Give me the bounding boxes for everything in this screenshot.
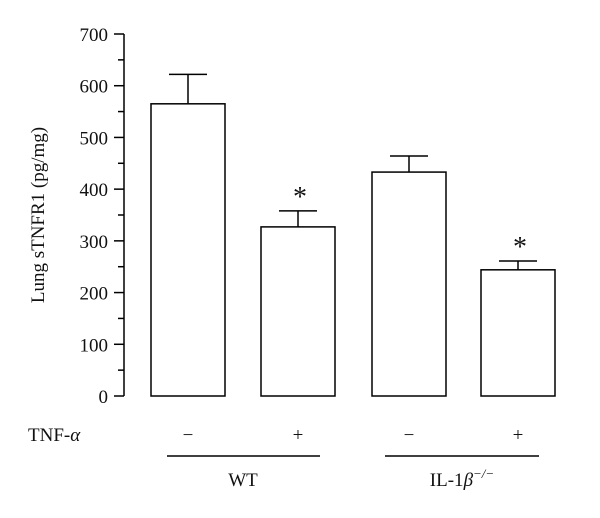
- y-tick-label: 500: [80, 128, 109, 149]
- treatment-sign: −: [404, 425, 415, 446]
- treatment-label: TNF-α: [28, 425, 81, 446]
- y-axis-title: Lung sTNFR1 (pg/mg): [28, 127, 49, 303]
- bar: [150, 103, 226, 397]
- treatment-sign: +: [513, 425, 524, 446]
- treatment-signs: − + − +: [183, 425, 524, 446]
- y-ticks: 0 100 200 300 400 500 600 700: [80, 25, 124, 408]
- y-tick-label: 700: [80, 25, 109, 46]
- group-labels: WT IL-1β−/−: [167, 455, 539, 491]
- significance-markers: **: [293, 182, 527, 263]
- y-axis: 0 100 200 300 400 500 600 700: [80, 25, 125, 408]
- treatment-sign: +: [293, 425, 304, 446]
- bar: [480, 269, 556, 397]
- treatment-sign: −: [183, 425, 194, 446]
- y-tick-label: 400: [80, 180, 109, 201]
- y-tick-label: 600: [80, 77, 109, 98]
- y-tick-label: 100: [80, 335, 109, 356]
- group-label-il1b: IL-1β−/−: [430, 466, 494, 491]
- y-tick-label: 0: [99, 387, 109, 408]
- significance-star: *: [293, 182, 307, 213]
- treatment-row: TNF-α − + − +: [28, 425, 523, 446]
- bar: [260, 226, 336, 397]
- bar: [371, 171, 447, 397]
- significance-star: *: [513, 232, 527, 263]
- error-bars: [169, 73, 537, 270]
- y-tick-label: 200: [80, 284, 109, 305]
- y-tick-label: 300: [80, 232, 109, 253]
- bars: [150, 103, 556, 397]
- group-label-wt: WT: [228, 470, 258, 491]
